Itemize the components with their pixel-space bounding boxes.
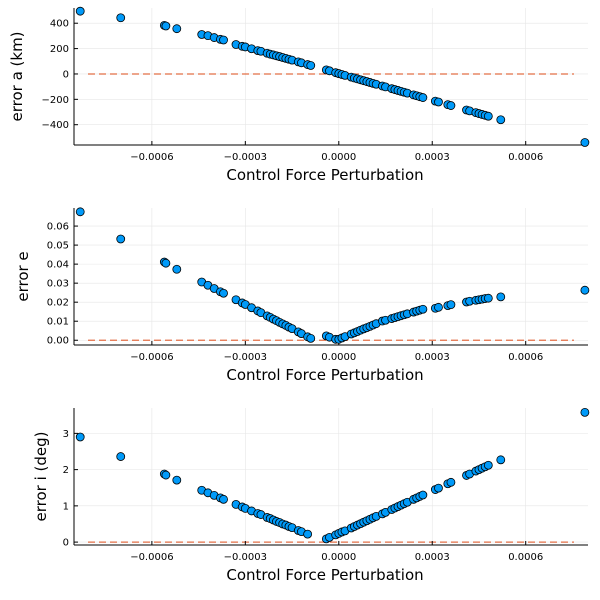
data-point <box>75 432 85 442</box>
x-tick-label: 0.0006 <box>508 552 543 563</box>
data-point <box>303 529 313 539</box>
y-axis-title: error e <box>14 251 32 301</box>
x-tick-label: 0.0003 <box>415 552 450 563</box>
y-tick-label: 0.04 <box>47 260 69 271</box>
y-tick-label: 1 <box>63 501 69 512</box>
y-tick-label: 0 <box>63 69 69 80</box>
data-point <box>580 407 590 417</box>
data-point <box>116 452 126 461</box>
data-point <box>172 264 182 274</box>
data-point <box>496 292 506 302</box>
data-point <box>219 288 228 298</box>
panel-error-a: −0.0006 −0.0003 0.0000 0.0003 0.0006 −400 −200… <box>8 6 590 184</box>
data-point <box>75 6 85 16</box>
panel-error-e: −0.0006 −0.0003 0.0000 0.0003 0.0006 0.00 0.01… <box>14 207 590 384</box>
x-tick-label: 0.0000 <box>321 552 356 563</box>
y-tick-label: 400 <box>50 19 69 30</box>
data-point <box>446 101 456 110</box>
x-tick-label: 0.0000 <box>321 152 356 163</box>
y-tick-label: 0.00 <box>47 336 69 347</box>
y-tick-label: 2 <box>63 465 69 476</box>
data-point <box>483 111 493 121</box>
y-tick-label: 200 <box>50 44 69 55</box>
data-point <box>418 93 428 102</box>
data-point <box>434 302 443 312</box>
x-tick-label: 0.0006 <box>508 352 543 363</box>
data-point <box>172 24 182 34</box>
data-point <box>161 21 171 31</box>
x-tick-label: −0.0006 <box>130 552 173 563</box>
y-axis-title: error i (deg) <box>32 432 50 522</box>
y-tick-label: 0.03 <box>47 279 69 290</box>
data-point <box>418 490 428 500</box>
data-point <box>434 97 443 107</box>
data-point <box>418 304 428 314</box>
data-point <box>161 258 171 268</box>
x-tick-label: −0.0003 <box>224 352 267 363</box>
x-tick-label: −0.0006 <box>130 352 173 363</box>
data-point <box>446 300 456 310</box>
data-point <box>306 61 316 70</box>
y-tick-label: 0 <box>63 538 69 549</box>
x-tick-label: −0.0006 <box>130 152 173 163</box>
data-point <box>219 35 228 45</box>
panel-error-i: −0.0006 −0.0003 0.0000 0.0003 0.0006 0 1 2 3 Cont… <box>32 407 590 584</box>
y-axis-title: error a (km) <box>8 31 26 121</box>
x-tick-label: −0.0003 <box>224 552 267 563</box>
data-point <box>116 234 126 244</box>
data-point <box>116 13 126 23</box>
data-point <box>446 477 456 487</box>
y-tick-label: −400 <box>42 120 69 131</box>
x-axis-title: Control Force Perturbation <box>226 166 423 184</box>
x-tick-label: 0.0000 <box>321 352 356 363</box>
y-tick-label: 0.02 <box>47 298 69 309</box>
data-point <box>496 115 506 125</box>
y-tick-label: 0.06 <box>47 222 69 233</box>
data-point <box>306 333 316 343</box>
y-tick-label: 0.01 <box>47 317 69 328</box>
data-point <box>219 494 228 504</box>
x-tick-label: 0.0003 <box>415 152 450 163</box>
data-point <box>580 138 590 147</box>
x-axis-title: Control Force Perturbation <box>226 566 423 584</box>
y-tick-label: −200 <box>42 95 69 106</box>
data-point <box>172 475 182 485</box>
x-tick-label: −0.0003 <box>224 152 267 163</box>
data-point <box>161 470 171 480</box>
data-point <box>75 207 85 217</box>
y-tick-label: 0.05 <box>47 241 69 252</box>
data-point <box>496 455 506 465</box>
x-tick-label: 0.0003 <box>415 352 450 363</box>
data-point <box>580 285 590 295</box>
data-point <box>434 483 443 493</box>
data-point <box>483 293 493 303</box>
y-tick-label: 3 <box>63 429 69 440</box>
x-axis-title: Control Force Perturbation <box>226 366 423 384</box>
x-tick-label: 0.0006 <box>508 152 543 163</box>
data-point <box>483 460 493 470</box>
